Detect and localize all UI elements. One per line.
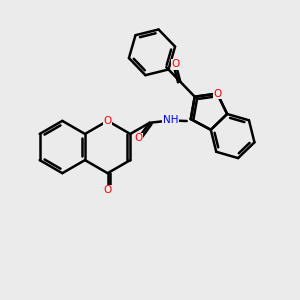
Text: O: O <box>134 133 142 143</box>
Text: NH: NH <box>163 116 178 125</box>
Text: O: O <box>172 59 180 70</box>
Text: O: O <box>103 185 112 195</box>
Text: O: O <box>103 116 112 126</box>
Text: O: O <box>213 88 221 99</box>
